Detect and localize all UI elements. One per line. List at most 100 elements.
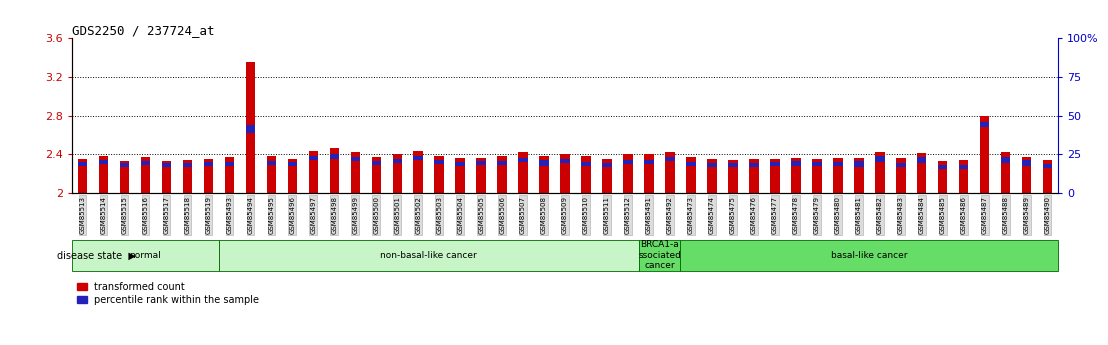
Bar [476, 158, 486, 193]
Bar [728, 163, 738, 167]
Text: basal-like cancer: basal-like cancer [831, 251, 907, 260]
Bar [665, 152, 675, 193]
Bar [246, 62, 255, 193]
Bar [603, 163, 612, 167]
Bar [644, 160, 654, 164]
Bar [267, 156, 276, 193]
Bar [582, 162, 591, 166]
Bar [938, 165, 947, 169]
Bar [350, 152, 360, 193]
FancyBboxPatch shape [72, 240, 219, 271]
Bar [162, 163, 171, 167]
Bar [99, 160, 109, 164]
Bar [875, 152, 884, 193]
Bar [812, 159, 821, 193]
Bar [392, 155, 402, 193]
Bar [1043, 160, 1053, 193]
Bar [917, 157, 926, 163]
Bar [78, 162, 88, 166]
Bar [1001, 152, 1010, 193]
Bar [246, 125, 255, 133]
Bar [540, 160, 548, 166]
Bar [1043, 164, 1053, 168]
Bar [497, 161, 506, 165]
Bar [204, 159, 213, 193]
Bar [686, 162, 696, 166]
Bar [770, 159, 780, 193]
FancyBboxPatch shape [219, 240, 638, 271]
Bar [770, 162, 780, 166]
Bar [455, 158, 465, 193]
Bar [1001, 157, 1010, 163]
Text: normal: normal [130, 251, 162, 260]
Bar [78, 159, 88, 193]
Text: disease state  ▶: disease state ▶ [58, 250, 136, 260]
Bar [329, 155, 339, 159]
Bar [749, 159, 759, 193]
Bar [455, 162, 465, 166]
Bar [392, 159, 402, 163]
Bar [979, 122, 989, 127]
Bar [141, 161, 151, 165]
Bar [267, 161, 276, 165]
Bar [707, 163, 717, 167]
Bar [329, 148, 339, 193]
Bar [225, 162, 234, 166]
Bar [686, 157, 696, 193]
Bar [665, 157, 675, 161]
Bar [833, 158, 842, 193]
Bar [960, 165, 968, 169]
Bar [561, 159, 570, 163]
FancyBboxPatch shape [638, 240, 680, 271]
Bar [371, 161, 381, 165]
Bar [896, 158, 905, 193]
Bar [938, 161, 947, 193]
Bar [183, 163, 192, 167]
Bar [225, 157, 234, 193]
Bar [99, 156, 109, 193]
Bar [812, 162, 821, 166]
Bar [497, 156, 506, 193]
Bar [540, 156, 548, 193]
Bar [141, 157, 151, 193]
Bar [896, 163, 905, 167]
Bar [434, 156, 444, 193]
Bar [1022, 157, 1032, 193]
Text: non-basal-like cancer: non-basal-like cancer [380, 251, 478, 260]
Bar [120, 161, 130, 193]
Bar [1022, 160, 1032, 166]
Bar [582, 156, 591, 193]
Bar [707, 159, 717, 193]
Bar [183, 160, 192, 193]
Bar [561, 155, 570, 193]
Bar [288, 162, 297, 166]
Bar [854, 161, 863, 167]
Bar [960, 160, 968, 193]
Bar [120, 163, 130, 167]
Bar [162, 161, 171, 193]
Text: GDS2250 / 237724_at: GDS2250 / 237724_at [72, 24, 215, 37]
Bar [309, 151, 318, 193]
Bar [204, 162, 213, 166]
Bar [350, 157, 360, 161]
Bar [791, 161, 801, 166]
Bar [624, 160, 633, 164]
Bar [434, 160, 444, 164]
Bar [791, 158, 801, 193]
Bar [854, 158, 863, 193]
Bar [624, 155, 633, 193]
Bar [413, 156, 423, 160]
Bar [519, 152, 527, 193]
Bar [371, 157, 381, 193]
Bar [413, 151, 423, 193]
Legend: transformed count, percentile rank within the sample: transformed count, percentile rank withi… [76, 282, 259, 305]
Bar [833, 162, 842, 166]
Bar [875, 156, 884, 162]
Bar [476, 161, 486, 165]
Text: BRCA1-a
ssociated
cancer: BRCA1-a ssociated cancer [638, 240, 681, 270]
Bar [288, 159, 297, 193]
FancyBboxPatch shape [680, 240, 1058, 271]
Bar [309, 156, 318, 160]
Bar [644, 155, 654, 193]
Bar [979, 116, 989, 193]
